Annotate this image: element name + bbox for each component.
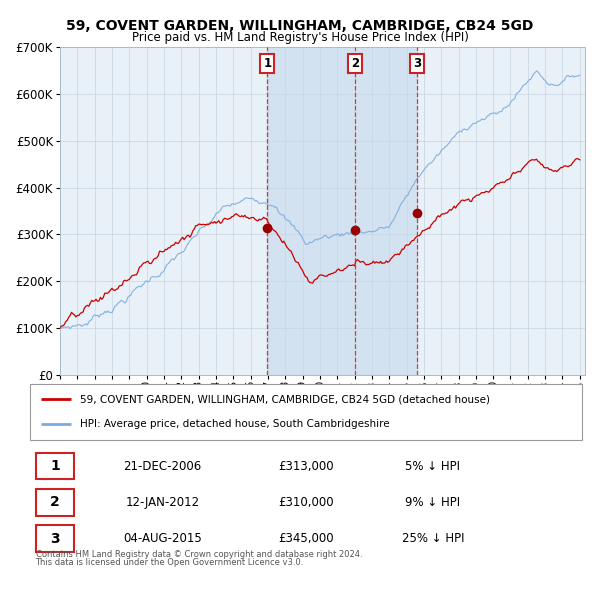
Text: Price paid vs. HM Land Registry's House Price Index (HPI): Price paid vs. HM Land Registry's House … [131,31,469,44]
Text: 3: 3 [50,532,59,546]
Text: 5% ↓ HPI: 5% ↓ HPI [406,460,460,473]
Text: 9% ↓ HPI: 9% ↓ HPI [406,496,461,509]
Text: £313,000: £313,000 [278,460,334,473]
FancyBboxPatch shape [30,384,582,440]
Text: 1: 1 [50,459,60,473]
Text: 04-AUG-2015: 04-AUG-2015 [123,532,202,545]
Text: HPI: Average price, detached house, South Cambridgeshire: HPI: Average price, detached house, Sout… [80,419,389,429]
FancyBboxPatch shape [35,453,74,479]
Text: 59, COVENT GARDEN, WILLINGHAM, CAMBRIDGE, CB24 5GD (detached house): 59, COVENT GARDEN, WILLINGHAM, CAMBRIDGE… [80,394,490,404]
Text: 2: 2 [351,57,359,70]
Text: Contains HM Land Registry data © Crown copyright and database right 2024.: Contains HM Land Registry data © Crown c… [35,550,362,559]
Text: 3: 3 [413,57,421,70]
FancyBboxPatch shape [35,525,74,552]
Text: 59, COVENT GARDEN, WILLINGHAM, CAMBRIDGE, CB24 5GD: 59, COVENT GARDEN, WILLINGHAM, CAMBRIDGE… [67,19,533,34]
Text: 12-JAN-2012: 12-JAN-2012 [125,496,200,509]
Text: 2: 2 [50,495,60,509]
Text: 21-DEC-2006: 21-DEC-2006 [124,460,202,473]
Text: £310,000: £310,000 [278,496,334,509]
Text: 25% ↓ HPI: 25% ↓ HPI [402,532,464,545]
Text: This data is licensed under the Open Government Licence v3.0.: This data is licensed under the Open Gov… [35,558,304,567]
Text: 1: 1 [263,57,271,70]
FancyBboxPatch shape [35,489,74,516]
Bar [268,47,417,375]
Text: £345,000: £345,000 [278,532,334,545]
